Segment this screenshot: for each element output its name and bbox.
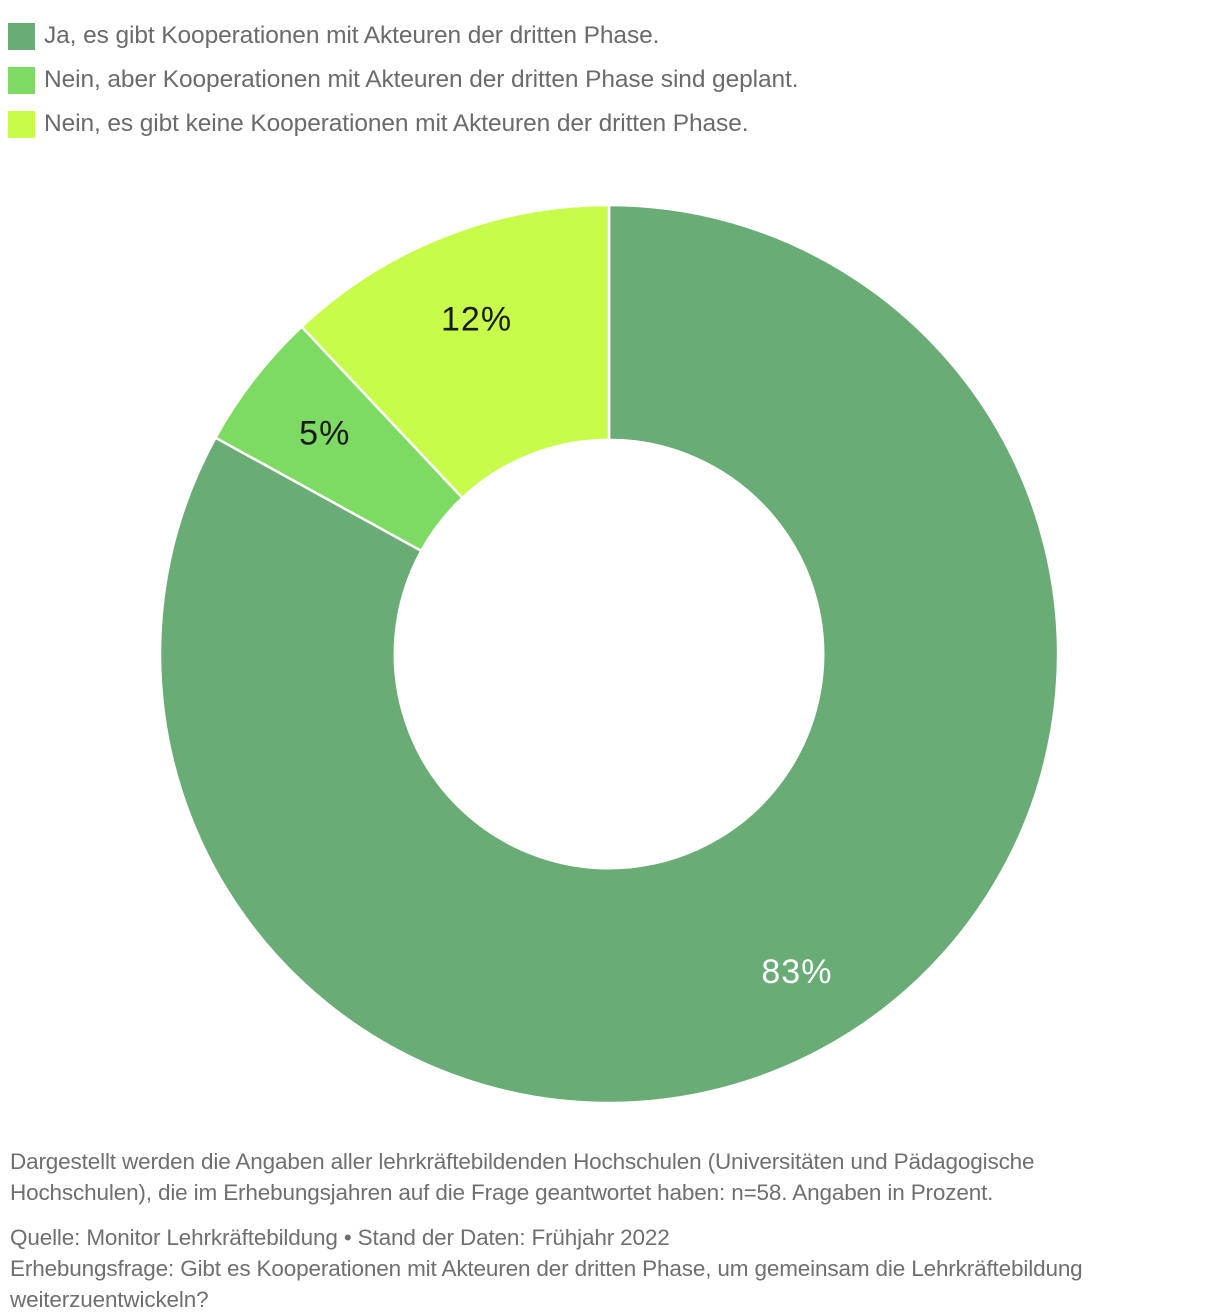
source-note: Quelle: Monitor Lehrkräftebildung • Stan…	[10, 1222, 1215, 1315]
donut-slice-value-label: 12%	[441, 300, 512, 338]
legend-color-swatch-icon	[8, 66, 35, 94]
donut-slice[interactable]	[158, 203, 1060, 1105]
legend-item-2: Nein, es gibt keine Kooperationen mit Ak…	[0, 102, 1220, 146]
sample-note-line-2: Hochschulen), die im Erhebungsjahren auf…	[10, 1180, 994, 1205]
legend-item-label: Nein, es gibt keine Kooperationen mit Ak…	[44, 109, 749, 137]
footnote-spacer	[10, 1208, 1215, 1222]
donut-chart: 83% 5% 12%	[0, 155, 1220, 1140]
legend-item-0: Ja, es gibt Kooperationen mit Akteuren d…	[0, 14, 1220, 58]
donut-slice-value-label: 5%	[299, 414, 350, 452]
legend-item-1: Nein, aber Kooperationen mit Akteuren de…	[0, 58, 1220, 102]
legend-item-label: Nein, aber Kooperationen mit Akteuren de…	[44, 65, 799, 93]
legend-color-swatch-icon	[8, 22, 35, 50]
legend-item-label: Ja, es gibt Kooperationen mit Akteuren d…	[44, 21, 660, 49]
legend-color-swatch-icon	[8, 110, 35, 138]
sample-note: Dargestellt werden die Angaben aller leh…	[10, 1146, 1215, 1208]
chart-legend: Ja, es gibt Kooperationen mit Akteuren d…	[0, 0, 1220, 146]
chart-footnotes: Dargestellt werden die Angaben aller leh…	[10, 1146, 1215, 1315]
survey-question-line-1: Erhebungsfrage: Gibt es Kooperationen mi…	[10, 1256, 1083, 1281]
donut-chart-svg: 83% 5% 12%	[158, 203, 1060, 1105]
donut-slice[interactable]	[299, 203, 611, 500]
survey-question-line-2: weiterzuentwickeln?	[10, 1287, 209, 1312]
donut-slice-value-label: 83%	[761, 953, 832, 991]
source-line: Quelle: Monitor Lehrkräftebildung • Stan…	[10, 1225, 670, 1250]
sample-note-line-1: Dargestellt werden die Angaben aller leh…	[10, 1149, 1035, 1174]
